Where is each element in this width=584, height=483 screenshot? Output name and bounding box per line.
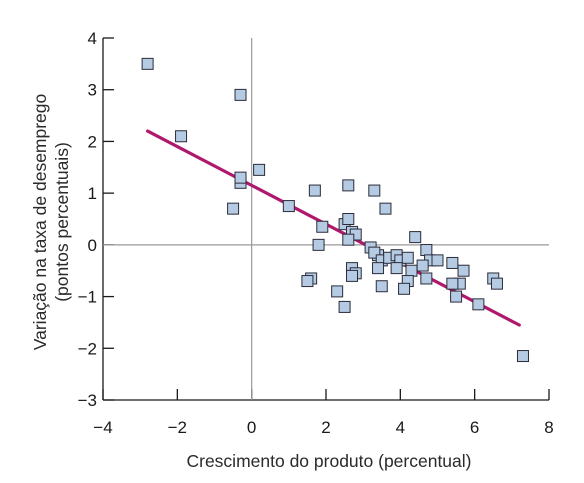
data-point xyxy=(472,298,485,311)
data-point xyxy=(405,264,418,277)
data-point xyxy=(446,256,459,269)
y-tick-label: −3 xyxy=(78,391,97,410)
x-tick-label: 8 xyxy=(544,418,553,437)
data-point xyxy=(368,184,381,197)
y-tick-label: 3 xyxy=(88,81,97,100)
data-point xyxy=(234,88,247,101)
data-point xyxy=(342,233,355,246)
data-point xyxy=(446,277,459,290)
axes xyxy=(102,37,550,401)
data-point xyxy=(175,130,188,143)
data-point xyxy=(409,231,422,244)
y-tick-label: −1 xyxy=(78,288,97,307)
data-point xyxy=(375,280,388,293)
x-tick-label: 4 xyxy=(396,418,405,437)
data-point xyxy=(234,171,247,184)
data-point xyxy=(282,200,295,213)
data-point xyxy=(342,179,355,192)
data-point xyxy=(141,57,154,70)
data-point xyxy=(401,251,414,264)
data-point xyxy=(338,300,351,313)
data-point xyxy=(416,259,429,272)
data-point xyxy=(490,277,503,290)
data-point xyxy=(372,262,385,275)
tick-labels: −3 −2 −1 0 1 2 3 4 −4 −2 0 2 4 6 8 xyxy=(78,29,554,437)
data-point xyxy=(253,163,266,176)
x-tick-label: 2 xyxy=(321,418,330,437)
data-points xyxy=(141,57,529,363)
y-tick-label: −2 xyxy=(78,339,97,358)
data-point xyxy=(390,262,403,275)
x-tick-label: 6 xyxy=(470,418,479,437)
data-point xyxy=(312,238,325,251)
data-point xyxy=(308,184,321,197)
data-point xyxy=(450,290,463,303)
x-tick-label: 0 xyxy=(247,418,256,437)
data-point xyxy=(316,220,329,233)
data-point xyxy=(368,246,381,259)
y-tick-label: 2 xyxy=(88,132,97,151)
y-axis-title-line2: (pontos percentuais) xyxy=(52,142,72,302)
data-point xyxy=(346,269,359,282)
y-tick-label: 0 xyxy=(88,236,97,255)
data-point xyxy=(379,202,392,215)
data-point xyxy=(457,264,470,277)
data-point xyxy=(420,272,433,285)
x-tick-label: −2 xyxy=(168,418,187,437)
data-point xyxy=(398,282,411,295)
data-point xyxy=(431,254,444,267)
data-point xyxy=(516,350,529,363)
data-point xyxy=(420,244,433,257)
y-tick-label: 4 xyxy=(88,29,97,48)
data-point xyxy=(342,213,355,225)
y-tick-label: 1 xyxy=(88,184,97,203)
reference-lines xyxy=(103,38,549,400)
x-tick-label: −4 xyxy=(93,418,112,437)
data-point xyxy=(227,202,240,215)
x-axis-title: Crescimento do produto (percentual) xyxy=(186,451,471,471)
y-axis-title-line1: Variação na taxa de desemprego xyxy=(30,94,50,351)
data-point xyxy=(301,275,314,288)
data-point xyxy=(331,285,344,298)
